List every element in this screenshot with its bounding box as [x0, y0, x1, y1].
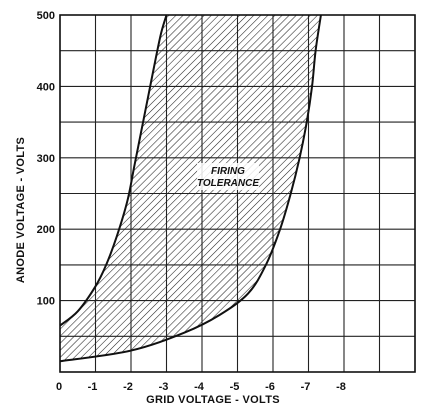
y-tick-labels: 100 200 300 400 500: [37, 10, 55, 308]
x-tick-label: -3: [159, 381, 169, 393]
y-tick-label: 100: [37, 296, 55, 308]
x-tick-label: -7: [301, 381, 311, 393]
x-axis-title: GRID VOLTAGE - VOLTS: [146, 394, 280, 406]
y-tick-label: 500: [37, 10, 55, 22]
annotation-background: [197, 163, 259, 190]
x-tick-label: -8: [336, 381, 346, 393]
x-tick-label: -5: [230, 381, 240, 393]
y-tick-label: 200: [37, 224, 55, 236]
plot-border-rect: [59, 14, 416, 373]
y-tick-label: 400: [37, 81, 55, 93]
y-axis-title: ANODE VOLTAGE - VOLTS: [15, 137, 27, 283]
region-label-line-2: TOLERANCE: [197, 178, 259, 189]
x-tick-label: -6: [265, 381, 275, 393]
lower-boundary-curve: [59, 14, 322, 363]
upper-boundary-curve: [59, 14, 168, 327]
x-tick-label: -2: [123, 381, 133, 393]
x-tick-labels: 0 -1 -2 -3 -4 -5 -6 -7 -8: [56, 381, 346, 393]
x-tick-label: 0: [56, 381, 62, 393]
x-tick-label: -4: [194, 381, 205, 393]
y-tick-label: 300: [37, 153, 55, 165]
firing-tolerance-region: [60, 15, 321, 362]
region-label-line-1: FIRING: [211, 166, 245, 177]
plot-frame: [59, 14, 416, 373]
x-tick-label: -1: [88, 381, 98, 393]
